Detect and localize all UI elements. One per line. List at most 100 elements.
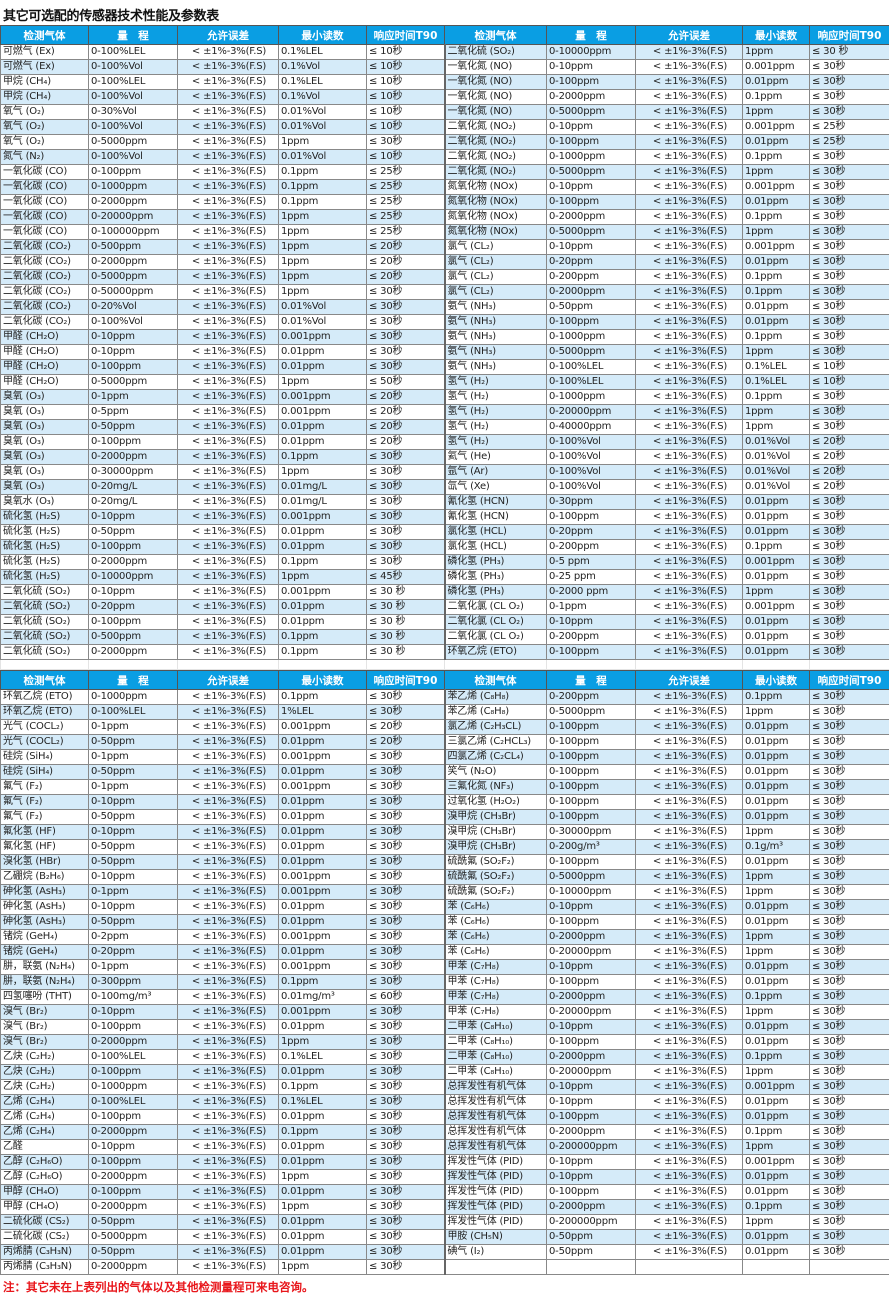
cell-range: 0-100%LEL — [88, 704, 178, 720]
header-response-time: 响应时间T90 — [366, 670, 445, 690]
cell-error: < ±1%-3%(F.S) — [635, 1229, 743, 1245]
cell-min-reading: 0.1ppm — [278, 194, 367, 210]
cell-range: 0-10ppm — [546, 1079, 636, 1095]
cell-min-reading: 0.1ppm — [278, 1079, 367, 1095]
cell-response-time: ≤ 30秒 — [366, 1049, 445, 1065]
cell-response-time: ≤ 30秒 — [366, 1064, 445, 1080]
cell-range: 0-2000ppm — [88, 1034, 178, 1050]
cell-gas: 砷化氢 (AsH₃) — [0, 914, 89, 930]
cell-response-time: ≤ 10秒 — [366, 149, 445, 165]
cell-response-time: ≤ 30秒 — [366, 1169, 445, 1185]
cell-range: 0-500ppm — [88, 239, 178, 255]
cell-range: 0-100ppm — [546, 779, 636, 795]
cell-response-time: ≤ 30秒 — [809, 1019, 889, 1035]
cell-error: < ±1%-3%(F.S) — [635, 824, 743, 840]
cell-error: < ±1%-3%(F.S) — [177, 689, 279, 705]
cell-error: < ±1%-3%(F.S) — [635, 1169, 743, 1185]
cell-min-reading: 0.01ppm — [278, 344, 367, 360]
header-gas: 检测气体 — [444, 25, 547, 45]
cell-gas: 总挥发性有机气体 — [443, 1124, 547, 1140]
cell-response-time: ≤ 30 秒 — [366, 584, 445, 600]
table-row: 氮气 (N₂) 0-100%Vol < ±1%-3%(F.S) 0.01%Vol ≤ 1… — [0, 149, 889, 165]
header-row: 检测气体量 程允许误差 最小读数 响应时间T90 检测气体量 程允许误差 最小读数 响应时… — [0, 25, 889, 45]
cell-min-reading: 0.01%Vol — [742, 449, 810, 465]
table-row: 硅烷 (SiH₄) 0-1ppm < ±1%-3%(F.S) 0.001ppm ≤ 30… — [0, 749, 889, 765]
cell-min-reading — [742, 1259, 810, 1275]
cell-gas: 氟气 (F₂) — [0, 779, 89, 795]
cell-range: 0-200ppm — [546, 689, 636, 705]
cell-error: < ±1%-3%(F.S) — [635, 869, 743, 885]
cell-min-reading: 0.01ppm — [278, 614, 367, 630]
cell-min-reading: 0.01ppm — [278, 434, 367, 450]
cell-min-reading: 0.1ppm — [742, 539, 810, 555]
cell-gas: 氰化氢 (HCN) — [443, 494, 547, 510]
cell-min-reading: 0.001ppm — [278, 779, 367, 795]
cell-range: 0-100ppm — [88, 1109, 178, 1125]
cell-gas: 氮氧化物 (NOx) — [443, 194, 547, 210]
sensor-spec-table-top: 检测气体量 程允许误差 最小读数 响应时间T90 检测气体量 程允许误差 最小读数 响应时… — [0, 25, 889, 670]
cell-range: 0-100ppm — [546, 974, 636, 990]
cell-min-reading: 0.1ppm — [278, 554, 367, 570]
cell-gas: 甲醛 (CH₂O) — [0, 344, 89, 360]
cell-gas: 乙硼烷 (B₂H₆) — [0, 869, 89, 885]
cell-range: 0-100ppm — [88, 614, 178, 630]
header-min-reading: 最小读数 — [278, 25, 367, 45]
cell-gas: 溴气 (Br₂) — [0, 1019, 89, 1035]
cell-response-time: ≤ 30秒 — [366, 884, 445, 900]
cell-min-reading: 0.01ppm — [278, 1019, 367, 1035]
cell-gas: 苯 (C₆H₆) — [443, 944, 547, 960]
cell-range: 0-100ppm — [88, 539, 178, 555]
table-row: 氧气 (O₂) 0-30%Vol < ±1%-3%(F.S) 0.01%Vol ≤ 10… — [0, 104, 889, 120]
cell-gas: 氨气 (NH₃) — [443, 329, 547, 345]
header-response-time: 响应时间T90 — [809, 25, 889, 45]
cell-min-reading: 0.1ppm — [278, 974, 367, 990]
cell-min-reading: 1ppm — [742, 584, 810, 600]
cell-gas: 环氧乙烷 (ETO) — [0, 704, 89, 720]
table-row: 二氧化碳 (CO₂) 0-2000ppm < ±1%-3%(F.S) 1ppm ≤ 20… — [0, 254, 889, 270]
table-row: 乙醇 (C₂H₆O) 0-2000ppm < ±1%-3%(F.S) 1ppm ≤ 30… — [0, 1169, 889, 1185]
cell-min-reading: 1ppm — [742, 869, 810, 885]
cell-response-time: ≤ 30秒 — [366, 1079, 445, 1095]
cell-error: < ±1%-3%(F.S) — [177, 644, 279, 660]
cell-gas: 二氧化氮 (NO₂) — [443, 149, 547, 165]
cell-error: < ±1%-3%(F.S) — [177, 944, 279, 960]
cell-gas: 二氧化氮 (NO₂) — [443, 134, 547, 150]
cell-min-reading: 0.001ppm — [278, 509, 367, 525]
cell-error: < ±1%-3%(F.S) — [635, 944, 743, 960]
cell-range: 0-50ppm — [546, 1244, 636, 1260]
cell-gas: 甲醇 (CH₄O) — [0, 1199, 89, 1215]
cell-min-reading: 0.01ppm — [278, 1154, 367, 1170]
cell-min-reading: 0.01ppm — [742, 194, 810, 210]
cell-min-reading: 0.1%LEL — [278, 1094, 367, 1110]
cell-gas: 臭氧 (O₃) — [0, 389, 89, 405]
table-row: 可燃气 (Ex) 0-100%LEL < ±1%-3%(F.S) 0.1%LEL ≤ 1… — [0, 44, 889, 60]
cell-range: 0-20000ppm — [546, 404, 636, 420]
cell-gas: 臭氧 (O₃) — [0, 404, 89, 420]
cell-response-time: ≤ 30秒 — [809, 569, 889, 585]
table-row: 一氧化碳 (CO) 0-100ppm < ±1%-3%(F.S) 0.1ppm ≤ 25… — [0, 164, 889, 180]
cell-response-time: ≤ 30秒 — [366, 944, 445, 960]
table-row: 臭氧 (O₃) 0-30000ppm < ±1%-3%(F.S) 1ppm ≤ 30秒氩… — [0, 464, 889, 480]
cell-response-time: ≤ 30秒 — [809, 1199, 889, 1215]
cell-range: 0-10ppm — [546, 614, 636, 630]
cell-error: < ±1%-3%(F.S) — [635, 1154, 743, 1170]
cell-error: < ±1%-3%(F.S) — [635, 179, 743, 195]
cell-gas: 苯 (C₆H₆) — [443, 914, 547, 930]
cell-error: < ±1%-3%(F.S) — [635, 299, 743, 315]
cell-error: < ±1%-3%(F.S) — [635, 59, 743, 75]
empty-cell — [635, 659, 743, 670]
cell-error: < ±1%-3%(F.S) — [177, 719, 279, 735]
cell-gas: 氮气 (N₂) — [0, 149, 89, 165]
cell-error: < ±1%-3%(F.S) — [177, 1259, 279, 1275]
cell-response-time: ≤ 10秒 — [809, 374, 889, 390]
cell-response-time: ≤ 30 秒 — [809, 44, 889, 60]
cell-min-reading: 0.01ppm — [278, 419, 367, 435]
cell-range: 0-100ppm — [546, 854, 636, 870]
cell-range: 0-100ppm — [546, 809, 636, 825]
cell-gas: 砷化氢 (AsH₃) — [0, 884, 89, 900]
cell-response-time: ≤ 30秒 — [366, 314, 445, 330]
table-row: 氟气 (F₂) 0-10ppm < ±1%-3%(F.S) 0.01ppm ≤ 30秒过… — [0, 794, 889, 810]
cell-response-time: ≤ 30秒 — [366, 1214, 445, 1230]
header-error: 允许误差 — [635, 25, 743, 45]
cell-gas: 溴甲烷 (CH₃Br) — [443, 824, 547, 840]
